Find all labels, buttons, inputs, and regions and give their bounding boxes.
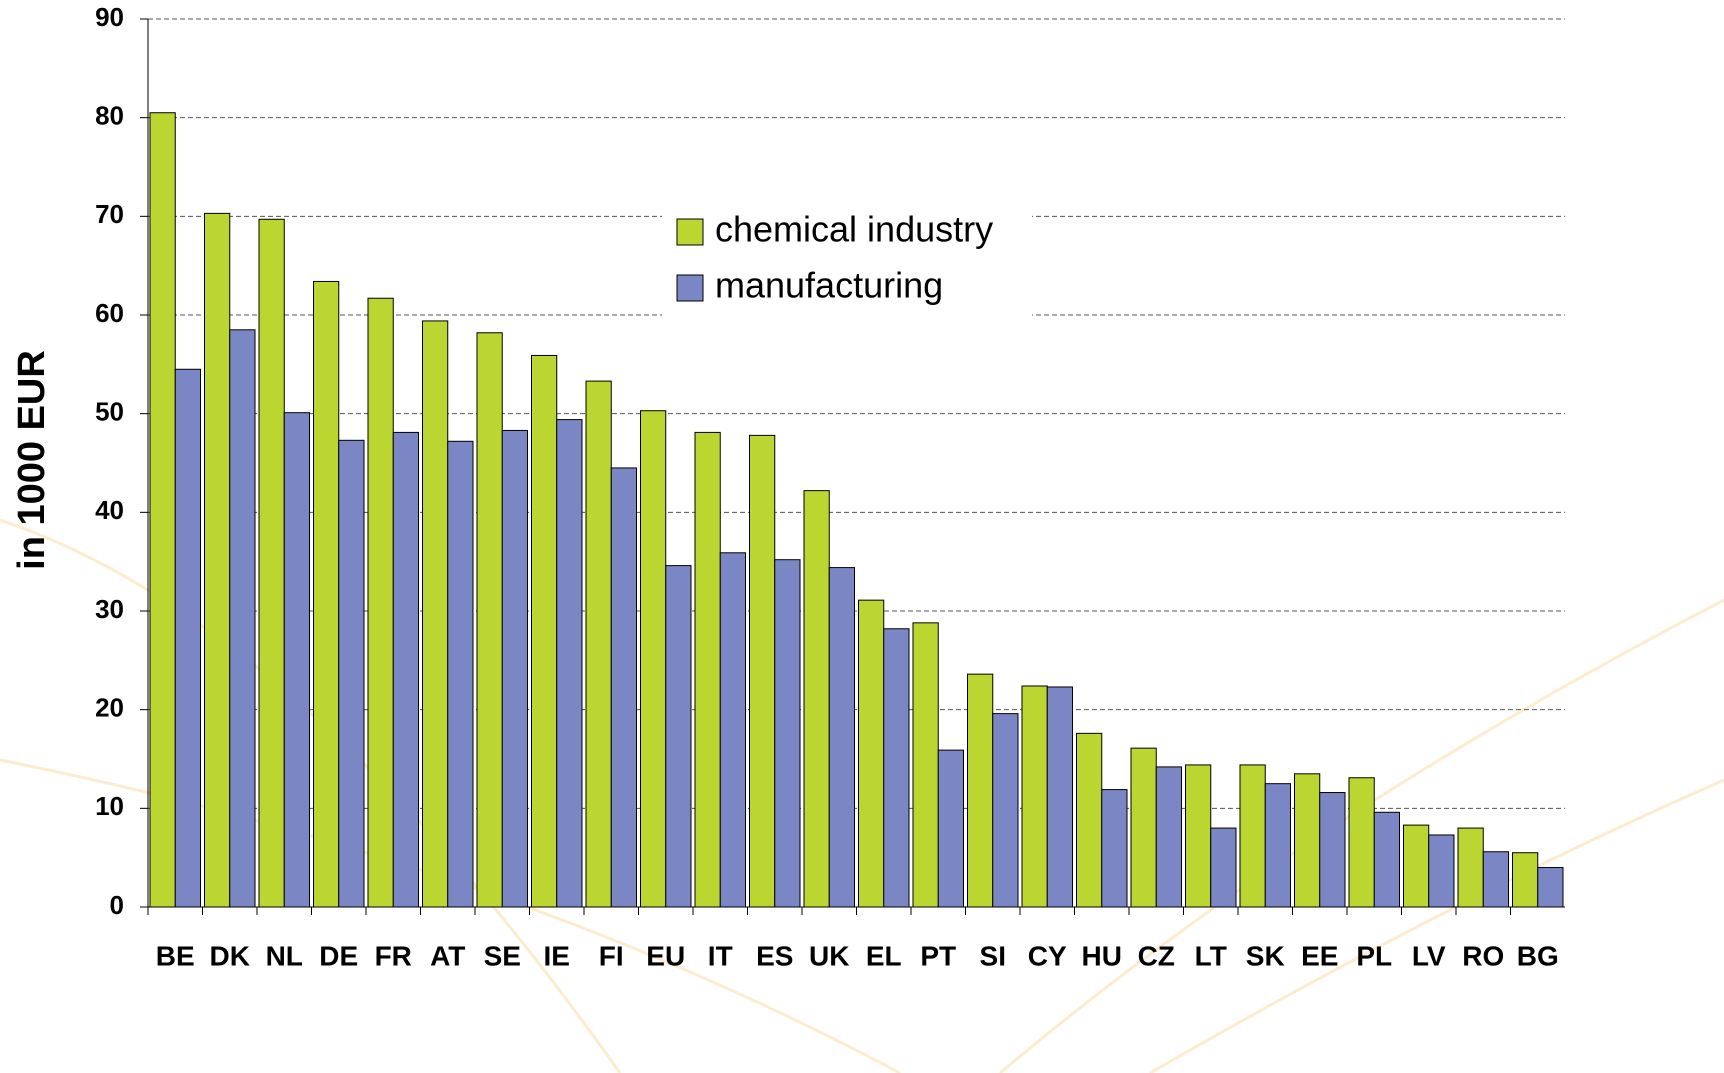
- bar: [367, 297, 394, 908]
- x-tick-label: IT: [708, 940, 733, 971]
- bar: [556, 419, 583, 908]
- x-tick-label: EL: [866, 940, 902, 971]
- bar: [1373, 811, 1400, 908]
- bar: [610, 467, 637, 908]
- bar: [174, 368, 201, 908]
- bar: [1482, 851, 1509, 908]
- bar: [749, 434, 776, 908]
- bar: [476, 332, 503, 908]
- y-tick-label: 40: [95, 495, 124, 525]
- bar: [204, 212, 231, 908]
- x-tick-label: ES: [756, 940, 793, 971]
- bar: [149, 112, 176, 908]
- bar: [937, 749, 964, 908]
- x-tick-label: PL: [1356, 940, 1392, 971]
- y-tick-label: 70: [95, 199, 124, 229]
- bar: [803, 490, 830, 908]
- bar: [1294, 773, 1321, 908]
- x-tick-label: EU: [646, 940, 685, 971]
- bar: [392, 431, 419, 908]
- bar: [1130, 747, 1157, 908]
- bar: [1537, 867, 1564, 908]
- x-tick-label: FI: [599, 940, 624, 971]
- x-tick-label: BG: [1517, 940, 1559, 971]
- bar: [967, 673, 994, 908]
- bar: [640, 410, 667, 908]
- x-tick-label: AT: [430, 940, 465, 971]
- x-tick-label: EE: [1301, 940, 1338, 971]
- bar: [1210, 827, 1237, 908]
- bar: [1155, 766, 1182, 908]
- x-tick-label: PT: [920, 940, 956, 971]
- bar: [501, 429, 528, 908]
- x-tick-label: BE: [156, 940, 195, 971]
- x-tick-label: SK: [1246, 940, 1285, 971]
- x-tick-label: SE: [484, 940, 521, 971]
- y-tick-label: 50: [95, 397, 124, 427]
- y-tick-label: 0: [110, 890, 124, 920]
- bar: [694, 431, 721, 908]
- x-tick-label: CY: [1028, 940, 1067, 971]
- bar: [258, 218, 285, 908]
- bar: [828, 567, 855, 908]
- bar: [1319, 792, 1346, 908]
- y-tick-label: 30: [95, 594, 124, 624]
- x-tick-label: LV: [1412, 940, 1446, 971]
- y-tick-label: 10: [95, 791, 124, 821]
- bar: [283, 412, 310, 908]
- bar: [1348, 777, 1375, 908]
- y-tick-label: 20: [95, 693, 124, 723]
- x-tick-label: HU: [1082, 940, 1122, 971]
- x-tick-label: IE: [544, 940, 570, 971]
- bar: [1046, 686, 1073, 908]
- bar: [1101, 789, 1128, 908]
- y-tick-label: 80: [95, 101, 124, 131]
- bar: [883, 628, 910, 908]
- legend-swatch: [676, 274, 704, 302]
- legend-box: [662, 203, 1032, 317]
- bar: [447, 440, 474, 908]
- x-tick-label: UK: [809, 940, 849, 971]
- bar: [719, 552, 746, 908]
- legend-label: manufacturing: [715, 265, 943, 306]
- bar: [585, 380, 612, 908]
- bar: [1239, 764, 1266, 908]
- bar: [1185, 764, 1212, 908]
- bar: [338, 439, 365, 908]
- y-tick-label: 60: [95, 298, 124, 328]
- bar: [774, 559, 801, 908]
- legend-swatch: [676, 218, 704, 246]
- bar: [229, 329, 256, 908]
- bar: [531, 354, 558, 908]
- bar: [665, 565, 692, 908]
- y-tick-label: 90: [95, 2, 124, 32]
- bar: [1264, 783, 1291, 908]
- bar: [858, 599, 885, 908]
- bar: [1076, 732, 1103, 908]
- bar: [1428, 834, 1455, 908]
- x-tick-label: CZ: [1138, 940, 1175, 971]
- x-tick-label: LT: [1195, 940, 1227, 971]
- bar: [912, 622, 939, 908]
- bar: [1457, 827, 1484, 908]
- x-tick-label: FR: [375, 940, 412, 971]
- bar: [1403, 824, 1430, 908]
- x-tick-label: DE: [319, 940, 358, 971]
- bar: [1021, 685, 1048, 908]
- x-tick-label: NL: [266, 940, 303, 971]
- bar: [422, 320, 449, 908]
- legend: chemical industry manufacturing: [662, 203, 1032, 317]
- legend-label: chemical industry: [715, 209, 993, 250]
- bar: [313, 280, 340, 908]
- bar: [1512, 852, 1539, 908]
- x-tick-label: DK: [210, 940, 250, 971]
- y-axis-label: in 1000 EUR: [11, 350, 53, 570]
- bar: [992, 713, 1019, 908]
- x-tick-label: RO: [1462, 940, 1504, 971]
- x-tick-label: SI: [980, 940, 1006, 971]
